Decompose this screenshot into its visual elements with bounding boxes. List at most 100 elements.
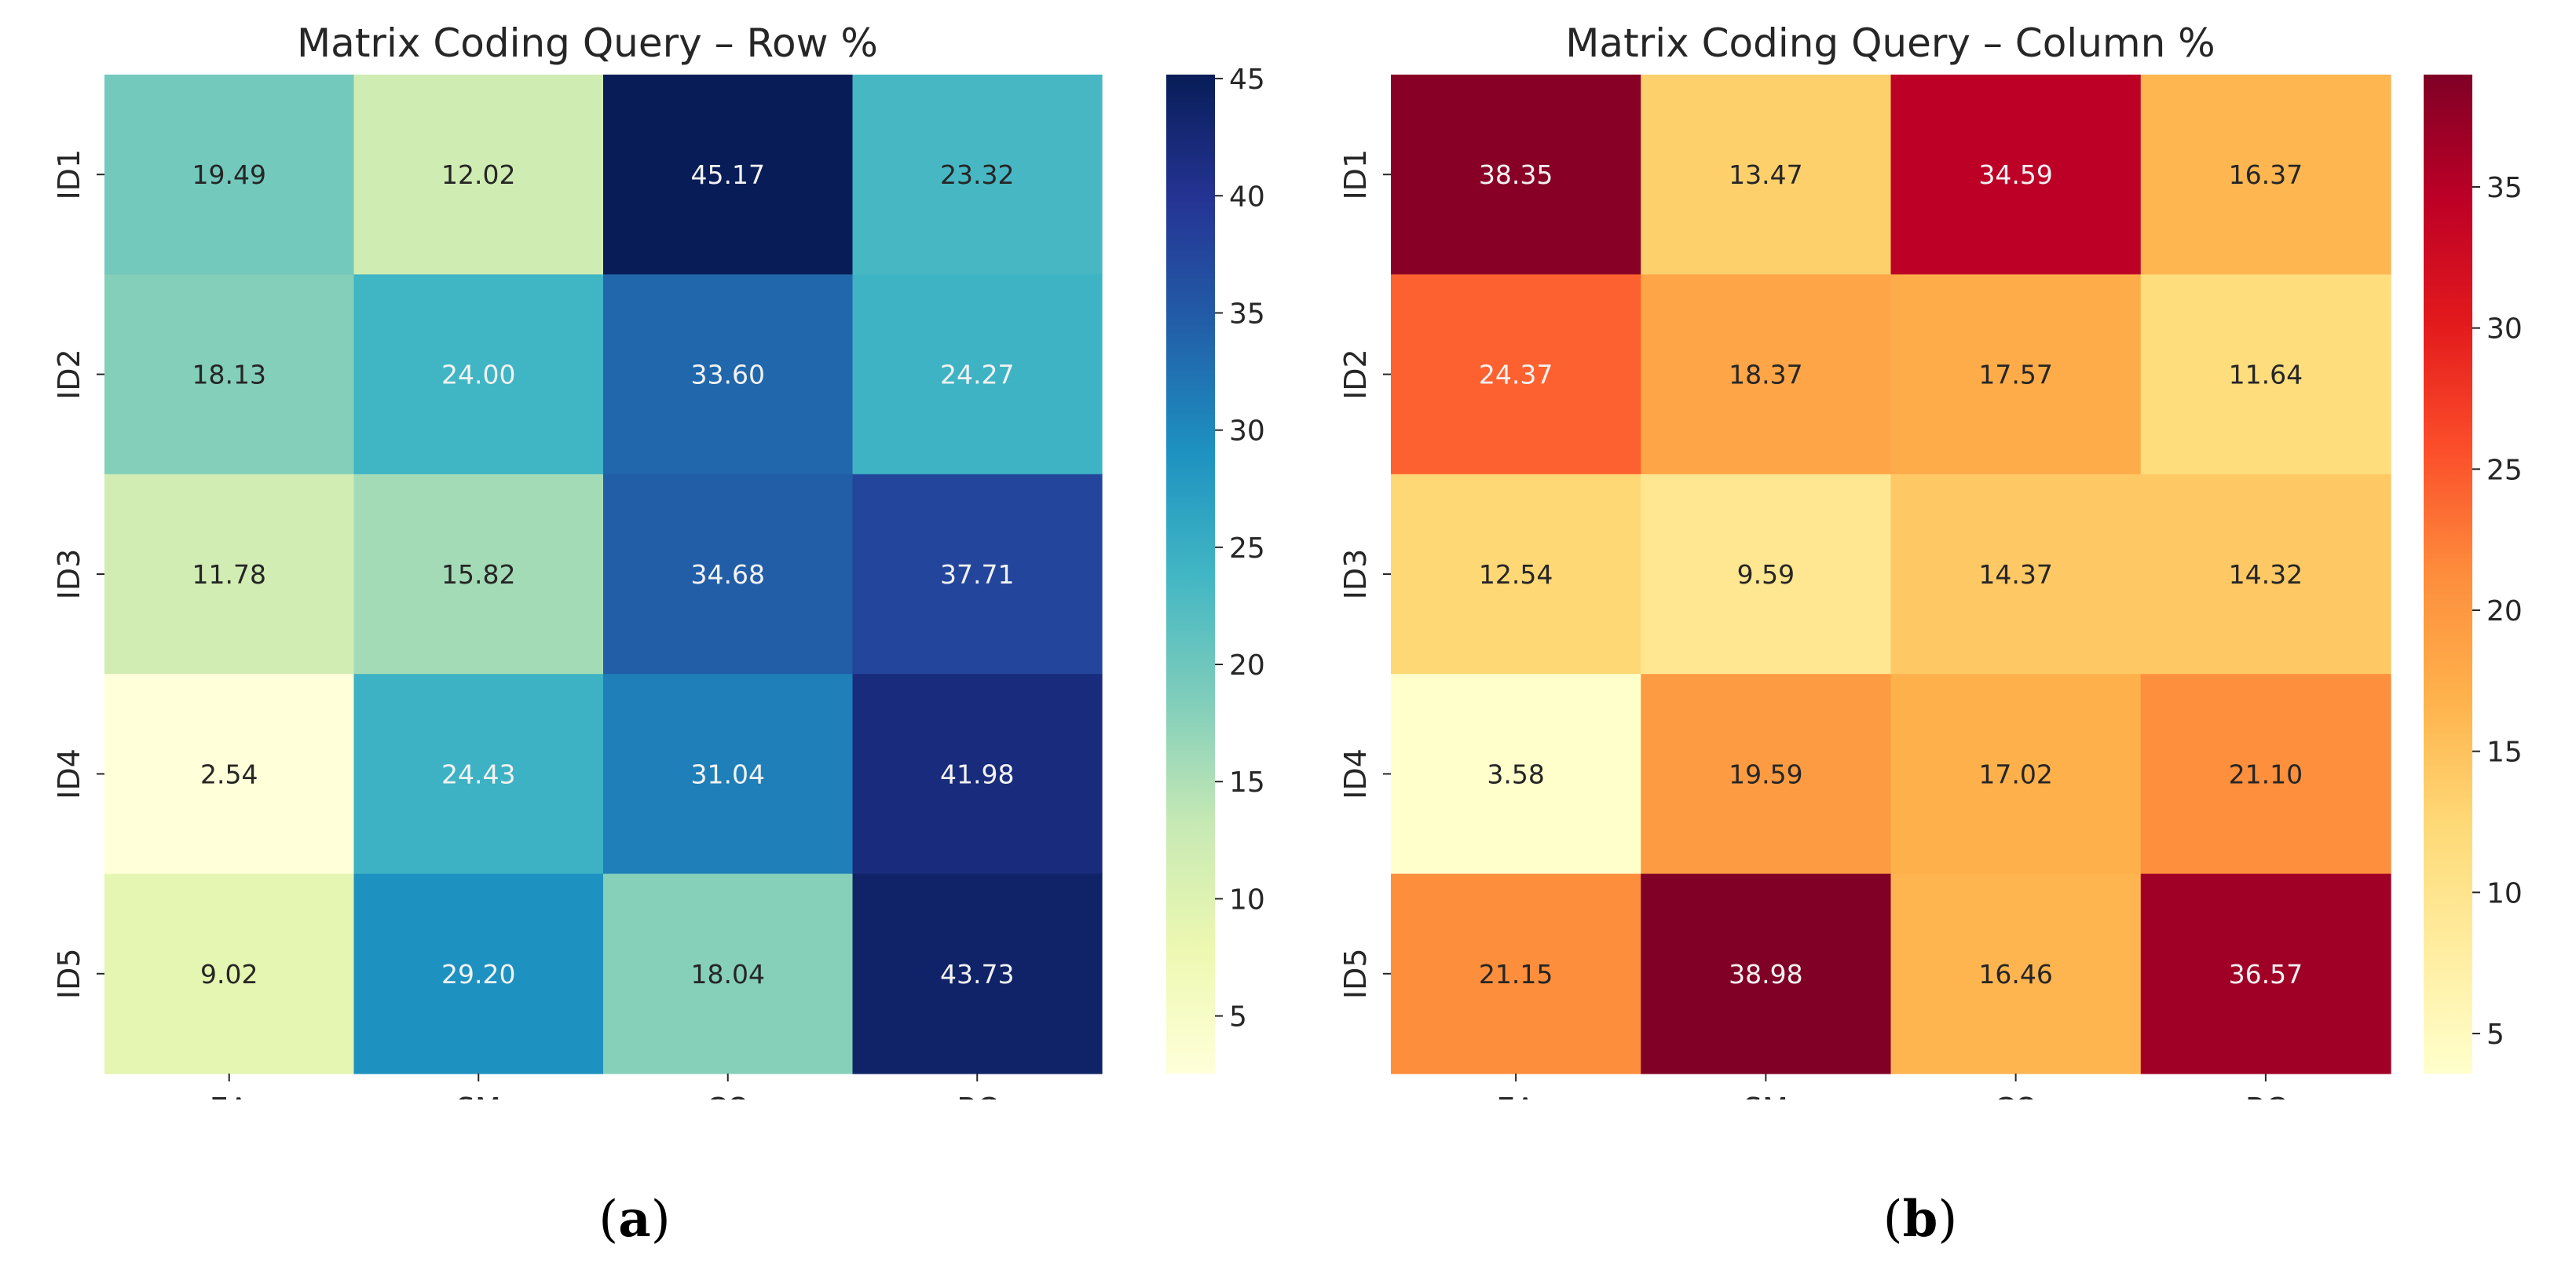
cell-value-label: 36.57: [2229, 959, 2303, 990]
heatmap-chart-a: Matrix Coding Query – Row % 19.49 12.02 45.…: [52, 20, 1265, 1100]
heatmap-cell: [1890, 873, 2142, 1074]
cell-value-label: 24.43: [441, 759, 515, 789]
y-tick-label: ID2: [1338, 349, 1373, 400]
y-tick-label: ID4: [52, 748, 86, 799]
heatmap-cell: [852, 674, 1103, 875]
cell-value-label: 3.58: [1487, 759, 1544, 789]
cell-value-label: 34.59: [1978, 159, 2052, 190]
heatmap-cell: [1890, 274, 2142, 475]
colorbar-tick-label: 5: [1229, 1001, 1247, 1034]
heatmap-cell: [2140, 474, 2391, 675]
heatmap-cell: [353, 274, 604, 475]
colorbar-tick-label: 30: [1229, 415, 1265, 448]
heatmap-cell: [852, 75, 1103, 275]
colorbar-tick-label: 40: [1229, 181, 1265, 213]
cell-value-label: 14.32: [2229, 559, 2303, 590]
heatmap-cell: [353, 75, 604, 275]
cell-value-label: 29.20: [441, 959, 515, 990]
cell-value-label: 23.32: [940, 159, 1014, 190]
heatmap-cell: [603, 674, 854, 875]
heatmap-cell: [603, 474, 854, 675]
cell-value-label: 11.64: [2229, 360, 2303, 390]
colorbar-tick-label: 35: [2486, 172, 2523, 204]
heatmap-cell: [104, 75, 355, 275]
heatmap-cell: [852, 274, 1103, 475]
cell-value-label: 15.82: [441, 559, 515, 590]
heatmap-cell: [1391, 674, 1641, 875]
colorbar: [2424, 75, 2472, 1074]
cell-value-label: 16.46: [1978, 959, 2052, 990]
y-tick-label: ID3: [52, 549, 86, 600]
colorbar-tick-label: 10: [1229, 884, 1265, 916]
cell-value-label: 9.59: [1737, 559, 1795, 590]
heatmap-cell: [852, 873, 1103, 1074]
colorbar-tick-label: 25: [1229, 532, 1265, 565]
x-tick-label: BC: [2245, 1092, 2286, 1100]
heatmap-cell: [1641, 674, 1892, 875]
cell-value-label: 11.78: [192, 559, 266, 590]
cell-value-label: 18.13: [192, 360, 266, 390]
cell-value-label: 37.71: [940, 559, 1014, 590]
cell-value-label: 43.73: [940, 959, 1014, 990]
heatmap-cell: [2140, 75, 2391, 275]
heatmap-cell: [104, 674, 355, 875]
cell-value-label: 21.15: [1479, 959, 1553, 990]
chart-title: Matrix Coding Query – Column %: [1565, 20, 2215, 66]
heatmap-cell: [1391, 75, 1641, 275]
heatmap-cell: [104, 474, 355, 675]
cell-value-label: 14.37: [1978, 559, 2052, 590]
x-tick-label: CO: [706, 1092, 750, 1100]
cell-value-label: 13.47: [1729, 159, 1802, 190]
heatmap-cell: [1890, 474, 2142, 675]
colorbar-tick-label: 45: [1229, 64, 1265, 96]
cell-value-label: 17.02: [1978, 759, 2052, 789]
cell-value-label: 12.02: [441, 159, 515, 190]
heatmap-cell: [353, 873, 604, 1074]
x-tick-label: CO: [1993, 1092, 2037, 1100]
colorbar-tick-label: 20: [2486, 595, 2523, 628]
heatmap-cell: [353, 474, 604, 675]
colorbar-tick-label: 15: [1229, 767, 1265, 799]
heatmap-cell: [1641, 474, 1892, 675]
x-tick-label: EA: [210, 1092, 249, 1100]
cell-value-label: 24.27: [940, 360, 1014, 390]
y-tick-label: ID5: [52, 948, 86, 999]
heatmap-cell: [1391, 873, 1641, 1074]
colorbar-tick-label: 35: [1229, 298, 1265, 330]
y-tick-label: ID3: [1338, 549, 1373, 600]
heatmap-cell: [603, 274, 854, 475]
colorbar-tick-label: 5: [2486, 1019, 2505, 1051]
cell-value-label: 17.57: [1978, 360, 2052, 390]
x-tick-label: BC: [957, 1092, 997, 1100]
cell-value-label: 9.02: [200, 959, 258, 990]
heatmap-cell: [1641, 75, 1892, 275]
heatmap-cell: [1391, 274, 1641, 475]
colorbar-tick-label: 10: [2486, 877, 2523, 909]
heatmap-chart-b: Matrix Coding Query – Column % 38.35 13.47…: [1338, 20, 2523, 1100]
x-tick-label: SM: [1744, 1092, 1788, 1100]
heatmap-cell: [2140, 674, 2391, 875]
cell-value-label: 2.54: [200, 759, 258, 789]
heatmap-cell: [1890, 674, 2142, 875]
heatmap-panel-a: Matrix Coding Query – Row % 19.49 12.02 45.…: [0, 0, 1272, 1100]
heatmap-cell: [104, 274, 355, 475]
colorbar-tick-label: 20: [1229, 649, 1265, 682]
colorbar-tick-label: 30: [2486, 313, 2523, 346]
cell-value-label: 12.54: [1479, 559, 1553, 590]
cell-value-label: 24.37: [1479, 360, 1553, 390]
chart-title: Matrix Coding Query – Row %: [297, 20, 878, 66]
heatmap-cell: [1641, 274, 1892, 475]
caption-a: (a): [598, 1190, 671, 1249]
cell-value-label: 19.49: [192, 159, 266, 190]
heatmap-cell: [104, 873, 355, 1074]
cell-value-label: 21.10: [2229, 759, 2303, 789]
heatmap-panel-b: Matrix Coding Query – Column % 38.35 13.47…: [1288, 0, 2576, 1100]
heatmap-cell: [1391, 474, 1641, 675]
heatmap-cell: [852, 474, 1103, 675]
y-tick-label: ID4: [1338, 748, 1373, 799]
heatmap-cell: [2140, 274, 2391, 475]
y-tick-label: ID5: [1338, 948, 1373, 999]
cell-value-label: 16.37: [2229, 159, 2303, 190]
cell-value-label: 24.00: [441, 360, 515, 390]
cell-value-label: 18.37: [1729, 360, 1802, 390]
